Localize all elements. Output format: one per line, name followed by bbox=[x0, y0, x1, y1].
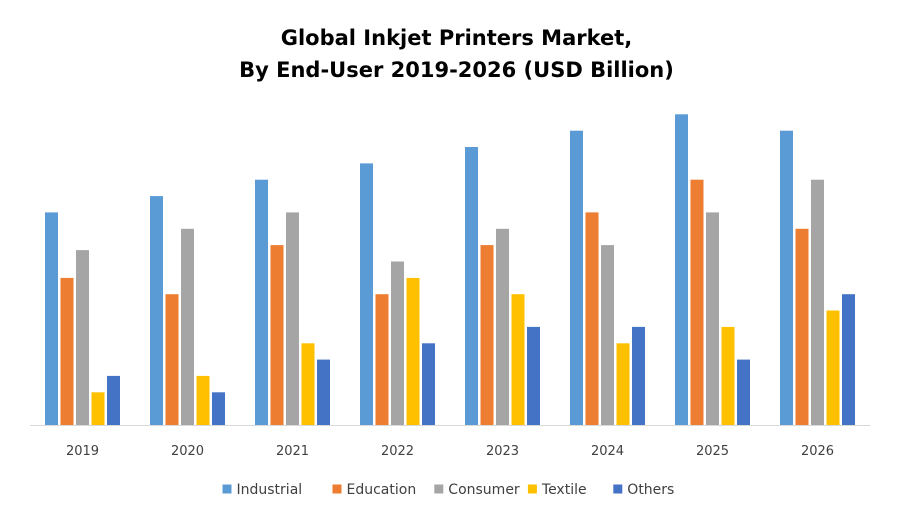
bar-education-2026 bbox=[795, 228, 809, 425]
bar-education-2024 bbox=[585, 212, 599, 425]
legend-item-textile: Textile bbox=[527, 482, 587, 498]
bar-textile-2025 bbox=[721, 326, 735, 425]
legend-item-consumer: Consumer bbox=[434, 482, 520, 498]
legend-swatch-textile bbox=[527, 484, 537, 494]
legend-label-consumer: Consumer bbox=[448, 482, 520, 498]
legend-swatch-industrial bbox=[222, 484, 232, 494]
chart-title-line-2: By End-User 2019-2026 (USD Billion) bbox=[239, 58, 674, 82]
bar-consumer-2020 bbox=[181, 228, 194, 425]
x-tick-label-2020: 2020 bbox=[171, 444, 204, 459]
bar-others-2025 bbox=[737, 359, 750, 425]
x-tick-label-2024: 2024 bbox=[591, 444, 624, 459]
x-tick-label-2023: 2023 bbox=[486, 444, 519, 459]
bar-others-2026 bbox=[842, 294, 855, 425]
legend-label-education: Education bbox=[347, 482, 417, 498]
x-tick-label-2026: 2026 bbox=[801, 444, 834, 459]
bar-others-2023 bbox=[527, 326, 540, 425]
bars-group bbox=[45, 114, 855, 426]
x-tick-label-2021: 2021 bbox=[276, 444, 309, 459]
legend-swatch-education bbox=[332, 484, 342, 494]
bar-others-2020 bbox=[212, 392, 225, 425]
bar-textile-2023 bbox=[511, 294, 525, 425]
bar-industrial-2024 bbox=[570, 130, 583, 425]
bar-industrial-2026 bbox=[780, 130, 793, 425]
bar-consumer-2022 bbox=[391, 261, 404, 425]
bar-consumer-2023 bbox=[496, 228, 509, 425]
legend-swatch-consumer bbox=[434, 484, 444, 494]
legend-swatch-others bbox=[613, 484, 623, 494]
legend-item-education: Education bbox=[332, 482, 417, 498]
bar-textile-2021 bbox=[301, 343, 315, 426]
bar-others-2019 bbox=[107, 375, 120, 425]
x-tick-labels: 2019 2020 2021 2022 2023 2024 2025 2026 bbox=[66, 444, 834, 459]
bar-education-2019 bbox=[60, 277, 74, 426]
bar-industrial-2025 bbox=[675, 114, 688, 426]
x-tick-label-2022: 2022 bbox=[381, 444, 414, 459]
legend-item-industrial: Industrial bbox=[222, 482, 303, 498]
bar-textile-2026 bbox=[826, 310, 840, 425]
bar-consumer-2021 bbox=[286, 212, 299, 425]
x-tick-label-2025: 2025 bbox=[696, 444, 729, 459]
bar-textile-2022 bbox=[406, 277, 420, 426]
legend-label-industrial: Industrial bbox=[237, 482, 303, 498]
bar-industrial-2019 bbox=[45, 212, 58, 425]
bar-education-2020 bbox=[165, 294, 179, 425]
bar-industrial-2021 bbox=[255, 179, 268, 425]
bar-consumer-2025 bbox=[706, 212, 719, 425]
bar-industrial-2020 bbox=[150, 196, 163, 425]
bar-education-2021 bbox=[270, 245, 284, 425]
legend-item-others: Others bbox=[613, 482, 674, 498]
chart-title-line-1: Global Inkjet Printers Market, bbox=[280, 26, 633, 50]
bar-industrial-2023 bbox=[465, 147, 478, 425]
chart-title: Global Inkjet Printers Market, By End-Us… bbox=[0, 22, 913, 86]
x-tick-label-2019: 2019 bbox=[66, 444, 99, 459]
bar-consumer-2026 bbox=[811, 179, 824, 425]
bar-textile-2020 bbox=[196, 375, 210, 425]
bar-textile-2019 bbox=[91, 392, 105, 425]
bar-industrial-2022 bbox=[360, 163, 373, 425]
legend: Industrial Education Consumer Textile Others bbox=[222, 482, 674, 498]
bar-consumer-2019 bbox=[76, 250, 89, 425]
legend-label-textile: Textile bbox=[541, 482, 587, 498]
bar-consumer-2024 bbox=[601, 245, 614, 425]
bar-others-2021 bbox=[317, 359, 330, 425]
bar-textile-2024 bbox=[616, 343, 630, 426]
bar-education-2022 bbox=[375, 294, 389, 425]
bar-others-2022 bbox=[422, 343, 435, 426]
bar-others-2024 bbox=[632, 326, 645, 425]
bar-education-2023 bbox=[480, 245, 494, 425]
bar-education-2025 bbox=[690, 179, 704, 425]
legend-label-others: Others bbox=[627, 482, 674, 498]
